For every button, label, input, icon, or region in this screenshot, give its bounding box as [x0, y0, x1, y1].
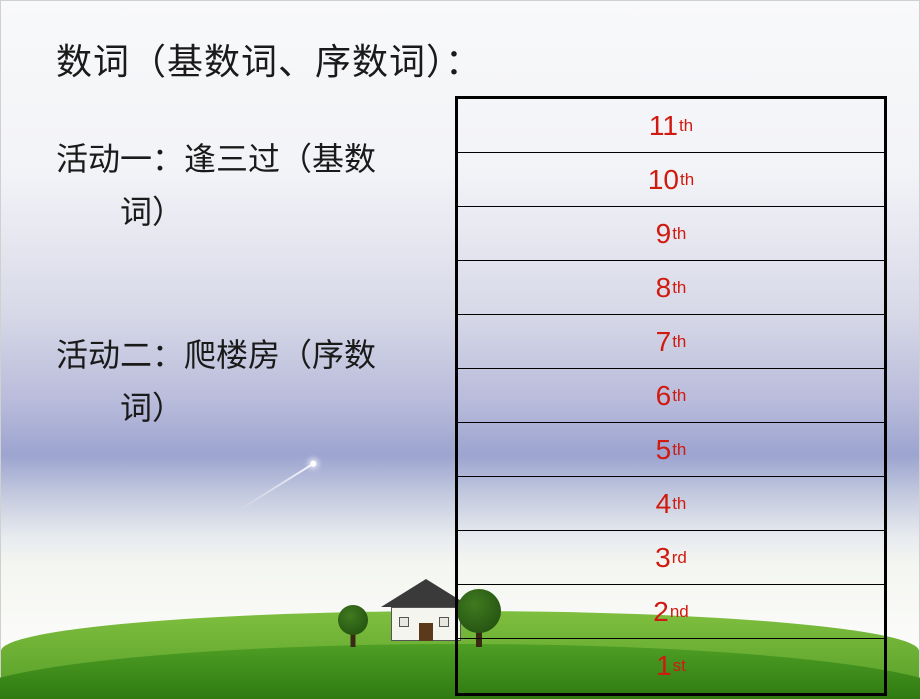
- ordinal-suffix: th: [680, 170, 694, 190]
- slide-title: 数词（基数词、序数词）：: [56, 33, 482, 85]
- ordinal-number: 6: [656, 380, 672, 412]
- ordinal-row: 2nd: [458, 585, 884, 639]
- ordinal-row: 11th: [458, 99, 884, 153]
- ordinal-row: 5th: [458, 423, 884, 477]
- ordinal-row: 6th: [458, 369, 884, 423]
- ordinal-suffix: st: [673, 656, 686, 676]
- ordinal-number: 3: [655, 542, 671, 574]
- house-door: [419, 623, 433, 641]
- ordinal-number: 9: [656, 218, 672, 250]
- ordinal-suffix: th: [672, 494, 686, 514]
- tree-crown: [338, 605, 368, 635]
- slide: 数词（基数词、序数词）： 活动一：逢三过（基数 词） 活动二：爬楼房（序数 词）…: [0, 0, 920, 690]
- ordinal-suffix: th: [672, 440, 686, 460]
- ordinal-suffix: th: [672, 278, 686, 298]
- ordinal-row: 9th: [458, 207, 884, 261]
- ordinal-row: 8th: [458, 261, 884, 315]
- ordinal-number: 2: [653, 596, 669, 628]
- activity-2-line2: 词）: [56, 382, 451, 435]
- ordinal-suffix: th: [679, 116, 693, 136]
- activity-1-line2: 词）: [56, 186, 451, 239]
- activity-2-text: 活动二：爬楼房（序数 词）: [56, 329, 451, 435]
- ordinal-number: 7: [656, 326, 672, 358]
- ordinal-row: 10th: [458, 153, 884, 207]
- ordinal-suffix: nd: [670, 602, 689, 622]
- tree-trunk: [351, 633, 356, 647]
- ordinal-row: 1st: [458, 639, 884, 693]
- ordinal-suffix: th: [672, 386, 686, 406]
- house-window: [399, 617, 409, 627]
- ordinal-row: 3rd: [458, 531, 884, 585]
- ordinal-number: 11: [649, 110, 678, 142]
- ordinal-suffix: th: [672, 224, 686, 244]
- ordinal-row: 7th: [458, 315, 884, 369]
- meteor-decoration: [237, 462, 314, 511]
- ordinal-row: 4th: [458, 477, 884, 531]
- activity-2-line1: 活动二：爬楼房（序数: [56, 337, 376, 373]
- ordinal-table: 11th 10th 9th 8th 7th 6th 5th 4th 3rd 2n…: [455, 96, 887, 696]
- house-window: [439, 617, 449, 627]
- ordinal-number: 10: [648, 164, 679, 196]
- activity-1-line1: 活动一：逢三过（基数: [56, 141, 376, 177]
- ordinal-suffix: rd: [672, 548, 687, 568]
- ordinal-number: 5: [656, 434, 672, 466]
- ordinal-number: 8: [656, 272, 672, 304]
- ordinal-number: 4: [656, 488, 672, 520]
- ordinal-number: 1: [656, 650, 672, 682]
- ordinal-suffix: th: [672, 332, 686, 352]
- activity-1-text: 活动一：逢三过（基数 词）: [56, 133, 451, 239]
